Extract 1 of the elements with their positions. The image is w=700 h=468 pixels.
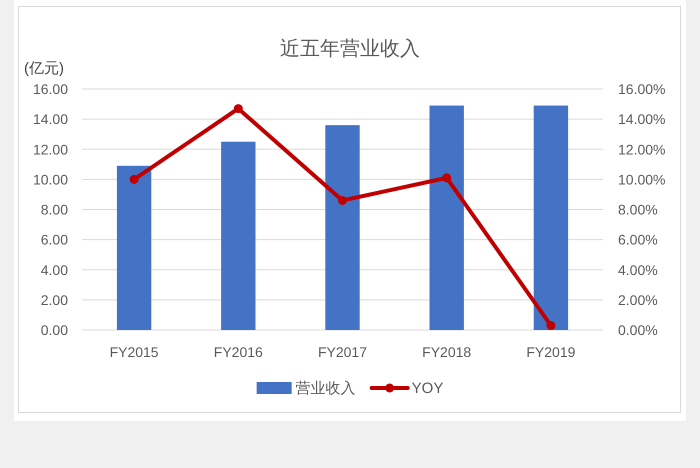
title: 近五年营业收入 <box>280 38 420 60</box>
